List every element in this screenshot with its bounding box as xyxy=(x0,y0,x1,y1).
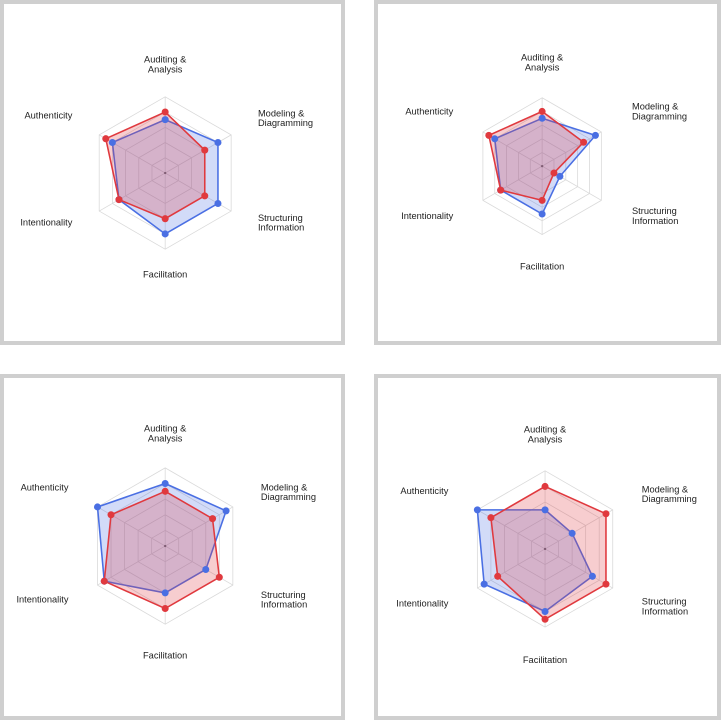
data-point xyxy=(541,482,549,490)
data-point xyxy=(209,515,217,523)
data-point xyxy=(491,135,499,143)
data-point xyxy=(107,511,115,519)
radar-panel-2: Auditing & Analysis Modeling & Diagramming S… xyxy=(374,0,721,345)
data-point xyxy=(214,138,222,147)
series-red xyxy=(487,110,585,202)
data-point xyxy=(602,510,610,518)
modeling-diagramming-label: Modeling & Diagramming xyxy=(642,484,697,504)
radar-chart: Auditing & Analysis Modeling & Diagramming S… xyxy=(16,424,316,661)
auditing-analysis-label: Auditing & Analysis xyxy=(524,425,567,445)
data-point xyxy=(161,589,169,597)
data-point xyxy=(161,230,169,238)
data-point xyxy=(602,580,610,588)
axis-spoke xyxy=(544,509,613,550)
axis-spoke xyxy=(544,548,613,589)
data-point xyxy=(102,135,110,143)
center-dot xyxy=(164,544,167,548)
axis-spoke xyxy=(164,506,234,547)
radar-panel-1: Auditing & Analysis Modeling & Diagramming S… xyxy=(0,0,345,345)
data-point xyxy=(161,479,169,488)
authenticity-label: Authenticity xyxy=(400,486,448,496)
data-point xyxy=(497,186,505,194)
data-point xyxy=(93,503,102,511)
axis-spoke xyxy=(482,165,543,201)
data-point xyxy=(161,116,169,124)
auditing-analysis-label: Auditing & Analysis xyxy=(144,424,187,444)
radar-chart: Auditing & Analysis Modeling & Diagramming S… xyxy=(401,53,687,272)
modeling-diagramming-label: Modeling & Diagramming xyxy=(258,108,313,128)
facilitation-label: Facilitation xyxy=(520,262,564,272)
facilitation-label: Facilitation xyxy=(143,270,187,280)
data-point xyxy=(473,506,481,514)
data-point xyxy=(591,131,599,139)
data-point xyxy=(161,605,169,613)
series-area xyxy=(487,110,585,202)
structuring-information-label: Structuring Information xyxy=(632,206,678,226)
data-point xyxy=(222,507,230,515)
intentionality-label: Intentionality xyxy=(401,211,453,221)
data-point xyxy=(541,607,549,615)
radar-chart: Auditing & Analysis Modeling & Diagramming S… xyxy=(20,55,313,280)
auditing-analysis-label: Auditing & Analysis xyxy=(521,53,564,73)
authenticity-label: Authenticity xyxy=(24,110,72,120)
data-point xyxy=(214,199,222,207)
authenticity-label: Authenticity xyxy=(405,106,453,116)
data-point xyxy=(538,196,546,204)
facilitation-label: Facilitation xyxy=(523,655,567,665)
data-point xyxy=(201,146,209,154)
data-point xyxy=(202,565,210,573)
data-point xyxy=(550,169,558,177)
center-dot xyxy=(543,547,547,551)
data-point xyxy=(485,131,493,139)
radar-panel-3: Auditing & Analysis Modeling & Diagramming S… xyxy=(0,374,345,720)
data-point xyxy=(480,580,488,588)
data-point xyxy=(161,487,169,495)
auditing-analysis-label: Auditing & Analysis xyxy=(144,55,187,75)
data-point xyxy=(568,529,576,537)
data-point xyxy=(494,572,502,580)
data-point xyxy=(161,108,169,116)
axis-spoke xyxy=(477,548,546,589)
radar-chart: Auditing & Analysis Modeling & Diagramming S… xyxy=(396,425,697,666)
series-red xyxy=(490,485,607,621)
series-area xyxy=(490,485,607,621)
structuring-information-label: Structuring Information xyxy=(261,590,307,610)
data-point xyxy=(215,573,223,581)
data-point xyxy=(100,577,108,585)
intentionality-label: Intentionality xyxy=(396,599,448,609)
data-point xyxy=(541,506,549,514)
facilitation-label: Facilitation xyxy=(143,650,187,660)
data-point xyxy=(161,215,169,223)
structuring-information-label: Structuring Information xyxy=(258,213,304,233)
intentionality-label: Intentionality xyxy=(16,595,68,605)
axis-spoke xyxy=(97,545,166,586)
data-point xyxy=(538,107,546,115)
radar-panel-4: Auditing & Analysis Modeling & Diagramming S… xyxy=(374,374,721,720)
data-point xyxy=(108,138,116,147)
data-point xyxy=(115,196,123,204)
data-point xyxy=(541,615,549,623)
structuring-information-label: Structuring Information xyxy=(642,597,688,617)
authenticity-label: Authenticity xyxy=(21,482,69,492)
data-point xyxy=(487,514,495,522)
data-point xyxy=(556,172,564,180)
data-point xyxy=(588,572,596,580)
intentionality-label: Intentionality xyxy=(20,218,72,228)
data-point xyxy=(201,192,209,200)
center-dot xyxy=(164,171,167,175)
modeling-diagramming-label: Modeling & Diagramming xyxy=(632,101,687,121)
axis-spoke xyxy=(541,131,602,167)
axis-spoke xyxy=(98,172,166,212)
modeling-diagramming-label: Modeling & Diagramming xyxy=(261,482,316,502)
data-point xyxy=(538,114,546,122)
data-point xyxy=(538,210,546,218)
data-point xyxy=(580,138,588,146)
center-dot xyxy=(540,164,544,168)
